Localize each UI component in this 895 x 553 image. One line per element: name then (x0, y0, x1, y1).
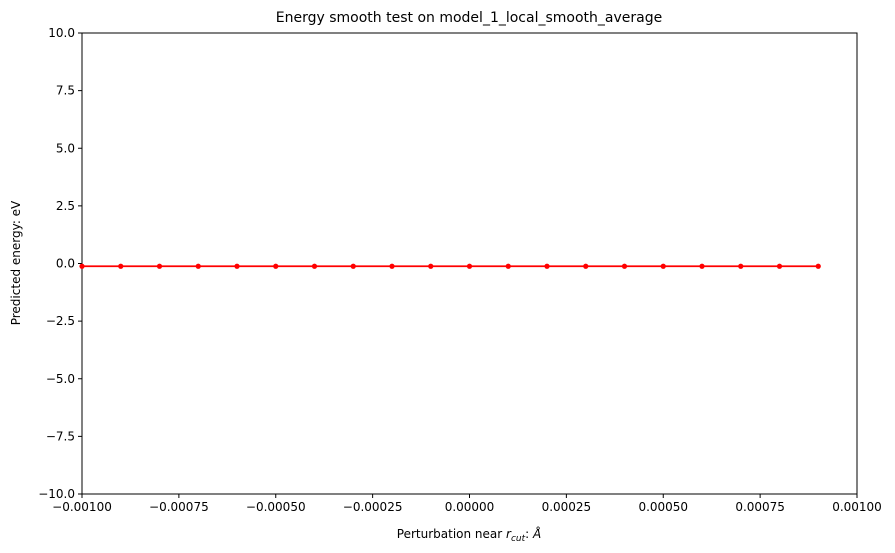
x-tick-label: −0.00100 (52, 500, 112, 514)
data-point (466, 263, 473, 269)
data-point (544, 263, 550, 269)
y-tick-label: −7.5 (46, 429, 75, 443)
x-axis: −0.00100 −0.00075 −0.00050 −0.00025 0.00000 0… (52, 494, 882, 514)
y-tick-label: −5.0 (46, 372, 75, 386)
x-tick-label: −0.00075 (149, 500, 209, 514)
y-tick-label: 0.0 (56, 257, 75, 271)
series-layer (79, 263, 821, 269)
x-tick-label: 0.00075 (735, 500, 785, 514)
data-point (389, 263, 395, 269)
x-axis-label-r: r (506, 527, 512, 541)
x-axis-label-sub: cut (511, 534, 526, 544)
x-axis-label-suffix: : (525, 527, 533, 541)
x-axis-label-unit: Å (532, 526, 541, 541)
data-point (311, 263, 318, 269)
data-point (815, 263, 821, 269)
x-tick-label: 0.00025 (542, 500, 592, 514)
x-tick-label: 0.00050 (638, 500, 688, 514)
y-tick-label: 7.5 (56, 84, 75, 98)
y-tick-label: −10.0 (38, 487, 75, 501)
data-point (621, 263, 628, 269)
data-point (195, 263, 201, 269)
data-point (118, 263, 124, 269)
y-tick-label: 5.0 (56, 141, 75, 155)
x-tick-label: 0.00100 (832, 500, 882, 514)
chart-title: Energy smooth test on model_1_local_smoo… (276, 10, 662, 26)
data-point (699, 263, 705, 269)
y-tick-label: 2.5 (56, 199, 75, 213)
x-tick-label: −0.00050 (246, 500, 306, 514)
data-point (776, 263, 783, 269)
x-tick-label: −0.00025 (343, 500, 403, 514)
data-point (156, 263, 163, 269)
x-axis-label-prefix: Perturbation near (397, 527, 506, 541)
x-axis-label: Perturbation near rcut: Å (397, 526, 541, 544)
y-tick-label: 10.0 (48, 26, 75, 40)
data-point (505, 263, 511, 269)
y-axis-label: Predicted energy: eV (9, 200, 23, 325)
data-point (350, 263, 356, 269)
data-point (738, 263, 744, 269)
data-point (273, 263, 279, 269)
data-point (79, 263, 85, 269)
data-point (660, 263, 666, 269)
y-axis: 10.0 7.5 5.0 2.5 0.0 −2.5 −5.0 −7.5 −10.0 (38, 26, 82, 501)
x-tick-label: 0.00000 (445, 500, 495, 514)
data-point (428, 263, 434, 269)
data-point (583, 263, 589, 269)
data-point (234, 263, 240, 269)
y-tick-label: −2.5 (46, 314, 75, 328)
